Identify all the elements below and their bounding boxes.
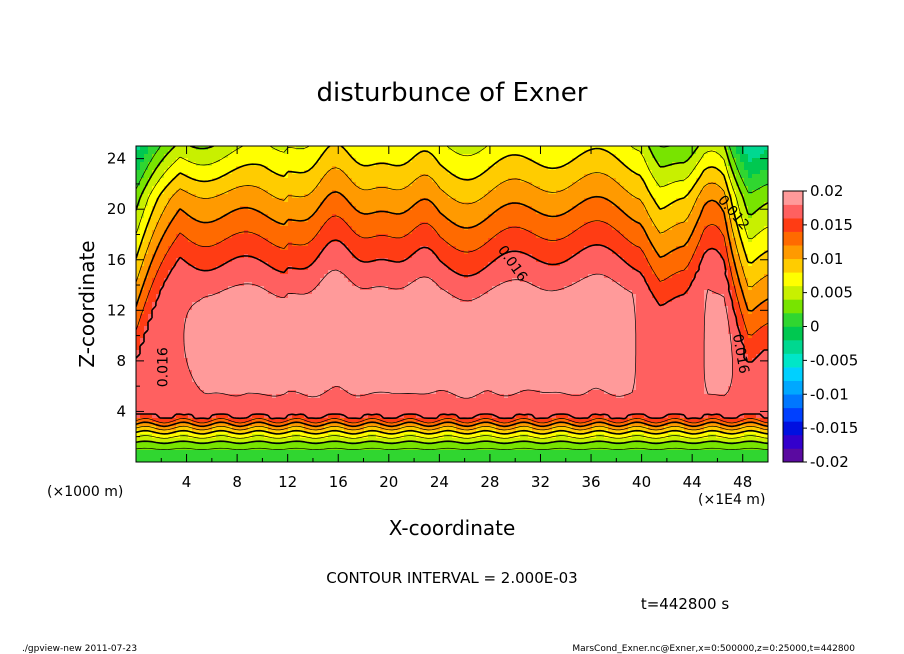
colorbar-swatch bbox=[783, 258, 803, 273]
chart-title: disturbunce of Exner bbox=[317, 78, 588, 108]
colorbar-swatch bbox=[783, 272, 803, 287]
contour-line bbox=[136, 146, 768, 450]
footer-left: ./gpview-new 2011-07-23 bbox=[22, 644, 137, 654]
contour-label: 0.016 bbox=[729, 333, 752, 375]
x-tick-label: 44 bbox=[683, 473, 702, 491]
colorbar-label: 0 bbox=[810, 318, 820, 336]
y-tick-label: 4 bbox=[116, 402, 126, 420]
x-axis-label: X-coordinate bbox=[389, 516, 516, 540]
colorbar-swatch bbox=[783, 326, 803, 341]
y-tick-label: 12 bbox=[107, 301, 126, 319]
colorbar-swatch bbox=[783, 434, 803, 449]
x-scale-label: (×1E4 m) bbox=[698, 492, 765, 508]
x-tick-label: 4 bbox=[182, 473, 192, 491]
colorbar: 0.02 0.015 0.01 0.005 0 -0.005 -0.01 -0.015 -0.0… bbox=[782, 182, 858, 471]
contour-line bbox=[183, 269, 733, 399]
contour-line bbox=[136, 239, 768, 420]
x-tick-label: 8 bbox=[232, 473, 242, 491]
y-tick-label: 24 bbox=[107, 150, 126, 168]
contour-line bbox=[136, 146, 768, 439]
colorbar-swatch bbox=[783, 380, 803, 395]
colorbar-swatch bbox=[783, 312, 803, 327]
contour-line bbox=[136, 167, 768, 431]
x-tick-label: 20 bbox=[379, 473, 398, 491]
contour-line bbox=[136, 146, 768, 445]
colorbar-label: -0.02 bbox=[810, 453, 849, 471]
contour-lines bbox=[136, 146, 768, 450]
y-tick-label: 16 bbox=[107, 251, 126, 269]
colorbar-label: 0.02 bbox=[810, 182, 843, 200]
contour-label: 0.016 bbox=[156, 347, 172, 387]
colorbar-swatch bbox=[783, 231, 803, 246]
plot-frame bbox=[135, 145, 769, 463]
colorbar-swatch bbox=[783, 394, 803, 409]
y-tick-label: 20 bbox=[107, 200, 126, 218]
y-axis-label: Z-coordinate bbox=[75, 240, 99, 367]
colorbar-label: -0.01 bbox=[810, 385, 849, 403]
y-axis-ticks: 4 8 12 16 20 24 bbox=[107, 150, 768, 438]
y-tick-label: 8 bbox=[116, 352, 126, 370]
colorbar-label: -0.015 bbox=[810, 419, 858, 437]
x-unit-label: (×1000 m) bbox=[47, 484, 123, 500]
plot-area bbox=[136, 146, 768, 462]
colorbar-swatch bbox=[783, 353, 803, 368]
colorbar-swatch bbox=[783, 218, 803, 232]
x-tick-label: 12 bbox=[278, 473, 297, 491]
colorbar-label: 0.005 bbox=[810, 284, 853, 302]
colorbar-label: 0.015 bbox=[810, 216, 853, 234]
colorbar-swatch bbox=[783, 299, 803, 314]
colorbar-label: 0.01 bbox=[810, 250, 843, 268]
x-tick-label: 28 bbox=[480, 473, 499, 491]
x-axis-ticks: 4 8 12 16 20 24 28 32 36 40 44 48 bbox=[160, 146, 752, 491]
time-text: t=442800 s bbox=[641, 595, 729, 613]
colorbar-swatch bbox=[783, 421, 803, 436]
colorbar-swatch bbox=[783, 340, 803, 354]
x-tick-label: 16 bbox=[329, 473, 348, 491]
contour-line bbox=[136, 215, 768, 424]
colorbar-swatch bbox=[783, 448, 803, 463]
colorbar-swatch bbox=[783, 204, 803, 219]
colorbar-swatch bbox=[783, 245, 803, 260]
contour-line bbox=[136, 191, 768, 428]
x-tick-label: 36 bbox=[581, 473, 600, 491]
x-tick-label: 32 bbox=[531, 473, 550, 491]
contour-interval-text: CONTOUR INTERVAL = 2.000E-03 bbox=[326, 569, 577, 587]
footer-right: MarsCond_Exner.nc@Exner,x=0:500000,z=0:2… bbox=[572, 644, 855, 654]
x-tick-label: 24 bbox=[430, 473, 449, 491]
contour-line bbox=[136, 146, 768, 435]
colorbar-label: -0.005 bbox=[810, 351, 858, 369]
x-tick-label: 40 bbox=[632, 473, 651, 491]
colorbar-swatch bbox=[783, 367, 803, 381]
colorbar-swatch bbox=[783, 191, 803, 205]
x-tick-label: 48 bbox=[733, 473, 752, 491]
colorbar-swatch bbox=[783, 285, 803, 300]
colorbar-swatch bbox=[783, 407, 803, 422]
